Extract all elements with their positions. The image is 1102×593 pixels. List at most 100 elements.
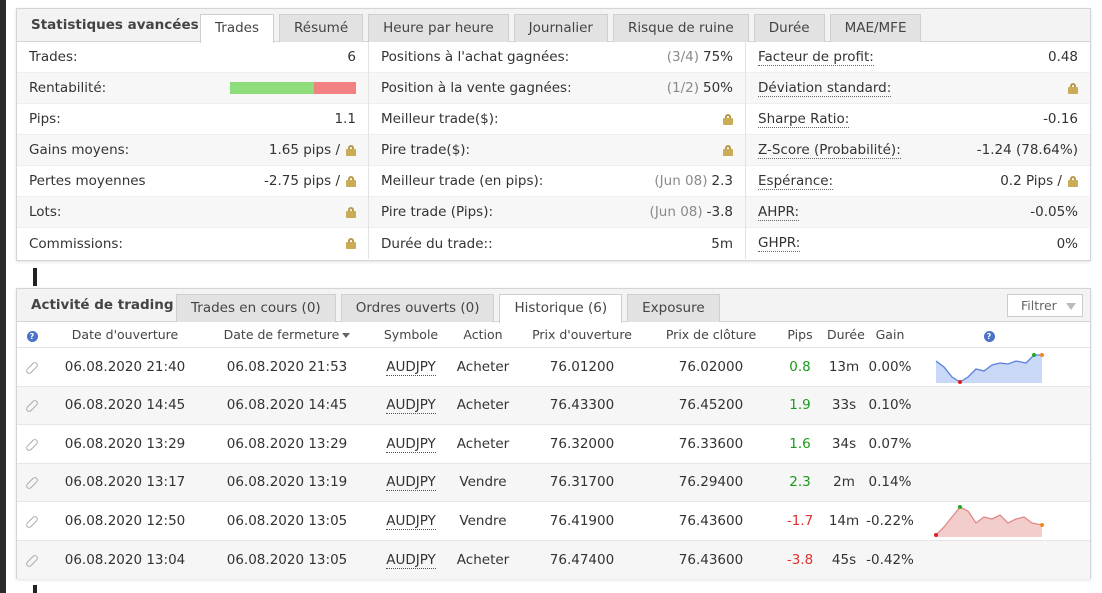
cell-symbol[interactable]: AUDJPY xyxy=(386,435,436,453)
table-row[interactable]: 06.08.2020 13:17 06.08.2020 13:19 AUDJPY… xyxy=(17,463,1090,502)
cell-action: Acheter xyxy=(456,358,510,375)
stat-row-lots: Lots: xyxy=(17,197,368,228)
cell-symbol[interactable]: AUDJPY xyxy=(386,551,436,569)
tab-resume[interactable]: Résumé xyxy=(279,14,364,42)
lock-icon[interactable] xyxy=(346,175,356,187)
stat-value: 2.3 xyxy=(711,173,733,189)
stat-row-ghpr: GHPR: 0% xyxy=(746,228,1090,259)
stat-value: 75% xyxy=(702,49,733,65)
activity-panel-header: Activité de trading Trades en cours (0) … xyxy=(17,289,1090,323)
help-icon[interactable]: ? xyxy=(26,331,38,342)
stat-label[interactable]: Z-Score (Probabilité): xyxy=(758,141,901,159)
stats-grid: Trades: 6 Rentabilité: Pips: 1.1 Gains moy… xyxy=(17,42,1090,259)
tab-exposure[interactable]: Exposure xyxy=(627,294,720,322)
sparkline-end-point xyxy=(1040,522,1044,527)
cell-close-price: 76.33600 xyxy=(678,435,744,452)
paperclip-icon[interactable] xyxy=(24,553,40,568)
stat-value: 5m xyxy=(711,235,733,252)
stat-label[interactable]: AHPR: xyxy=(758,203,800,221)
stat-label[interactable]: Sharpe Ratio: xyxy=(758,110,850,128)
stat-label: Pertes moyennes xyxy=(29,173,146,189)
col-pips[interactable]: Pips xyxy=(787,327,813,342)
cell-open-date: 06.08.2020 13:29 xyxy=(64,435,186,452)
cell-symbol-wrap: AUDJPY xyxy=(371,474,451,492)
lock-icon[interactable] xyxy=(723,113,733,125)
tab-history[interactable]: Historique (6) xyxy=(499,294,623,323)
stat-label: Durée du trade:: xyxy=(381,235,493,252)
cell-open-date: 06.08.2020 14:45 xyxy=(64,397,186,414)
paperclip-icon[interactable] xyxy=(24,514,40,529)
paperclip-icon[interactable] xyxy=(24,437,40,452)
col-symbol[interactable]: Symbole xyxy=(383,327,439,342)
stat-value: -3.8 xyxy=(706,204,733,220)
stats-panel-header: Statistiques avancées Trades Résumé Heur… xyxy=(17,9,1090,43)
paperclip-icon[interactable] xyxy=(24,360,40,375)
cell-close-price: 76.29400 xyxy=(678,474,744,491)
tab-open-orders[interactable]: Ordres ouverts (0) xyxy=(340,294,495,322)
cell-symbol[interactable]: AUDJPY xyxy=(386,474,436,492)
cell-symbol[interactable]: AUDJPY xyxy=(386,512,436,530)
cell-symbol-wrap: AUDJPY xyxy=(371,358,451,376)
filter-label: Filtrer xyxy=(1021,298,1057,313)
stat-label[interactable]: GHPR: xyxy=(758,235,801,252)
sparkline-low-point xyxy=(958,379,962,384)
cell-close-price: 76.43600 xyxy=(678,551,744,568)
stat-value: 6 xyxy=(347,49,356,65)
tab-open-trades[interactable]: Trades en cours (0) xyxy=(176,294,336,322)
stat-value: 1.65 pips / xyxy=(268,142,340,158)
filter-button[interactable]: Filtrer xyxy=(1007,294,1083,317)
col-action[interactable]: Action xyxy=(463,327,503,342)
col-open-date[interactable]: Date d'ouverture xyxy=(71,327,179,342)
cell-open-price: 76.32000 xyxy=(549,435,615,452)
stat-value: -1.24 (78.64%) xyxy=(976,142,1078,158)
cell-open-price: 76.01200 xyxy=(549,358,615,375)
cell-gain: -0.22% xyxy=(866,512,914,529)
stat-label[interactable]: Facteur de profit: xyxy=(758,48,874,66)
col-close-price[interactable]: Prix de clôture xyxy=(665,327,757,342)
paperclip-icon[interactable] xyxy=(24,399,40,414)
paperclip-icon[interactable] xyxy=(24,476,40,491)
lock-icon[interactable] xyxy=(346,144,356,156)
stat-row-profit-factor: Facteur de profit: 0.48 xyxy=(746,42,1090,73)
col-gain[interactable]: Gain xyxy=(875,327,905,342)
table-row[interactable]: 06.08.2020 14:45 06.08.2020 14:45 AUDJPY… xyxy=(17,386,1090,425)
lock-icon[interactable] xyxy=(346,206,356,218)
stats-column-2: Positions à l'achat gagnées: (3/4) 75% Pos… xyxy=(369,42,746,259)
stat-label: Positions à l'achat gagnées: xyxy=(381,49,570,65)
stat-label[interactable]: Espérance: xyxy=(758,172,834,190)
stat-value-wrap: 0.2 Pips / xyxy=(1000,173,1078,189)
table-row[interactable]: 06.08.2020 12:50 06.08.2020 13:05 AUDJPY… xyxy=(17,502,1090,541)
cell-symbol[interactable]: AUDJPY xyxy=(386,358,436,376)
tab-trades[interactable]: Trades xyxy=(200,14,274,43)
tab-daily[interactable]: Journalier xyxy=(513,14,608,42)
profitability-bar xyxy=(230,82,356,94)
cell-sparkline xyxy=(919,349,1059,385)
lock-icon[interactable] xyxy=(1068,175,1078,187)
cell-symbol[interactable]: AUDJPY xyxy=(386,397,436,415)
tab-duration[interactable]: Durée xyxy=(753,14,825,42)
tab-hourly[interactable]: Heure par heure xyxy=(368,14,509,42)
trading-activity-panel: Activité de trading Trades en cours (0) … xyxy=(16,288,1091,579)
help-icon[interactable]: ? xyxy=(983,331,995,342)
col-duration[interactable]: Durée xyxy=(827,327,865,342)
tab-risk-of-ruin[interactable]: Risque de ruine xyxy=(612,14,749,42)
table-row[interactable]: 06.08.2020 13:29 06.08.2020 13:29 AUDJPY… xyxy=(17,425,1090,464)
lock-icon[interactable] xyxy=(1068,82,1078,94)
trade-sparkline-down xyxy=(934,504,1044,537)
col-open-price[interactable]: Prix d'ouverture xyxy=(532,327,632,342)
stat-sub: (3/4) xyxy=(666,49,699,65)
lock-icon[interactable] xyxy=(723,144,733,156)
history-table-header: ? Date d'ouverture Date de fermeture Sym… xyxy=(17,322,1090,348)
lock-icon[interactable] xyxy=(346,238,356,249)
profitability-win-segment xyxy=(230,82,315,94)
stat-label: Trades: xyxy=(29,49,78,65)
paperclip-cell xyxy=(17,359,47,375)
tab-mae-mfe[interactable]: MAE/MFE xyxy=(829,14,922,42)
stat-label[interactable]: Déviation standard: xyxy=(758,79,892,97)
table-row[interactable]: 06.08.2020 21:40 06.08.2020 21:53 AUDJPY… xyxy=(17,348,1090,387)
col-close-date-wrap[interactable]: Date de fermeture xyxy=(203,327,371,342)
cell-close-price: 76.43600 xyxy=(678,512,744,529)
table-row[interactable]: 06.08.2020 13:04 06.08.2020 13:05 AUDJPY… xyxy=(17,540,1090,579)
stats-tabs: Trades Résumé Heure par heure Journalier… xyxy=(200,14,926,43)
stat-sub: (1/2) xyxy=(666,80,699,96)
